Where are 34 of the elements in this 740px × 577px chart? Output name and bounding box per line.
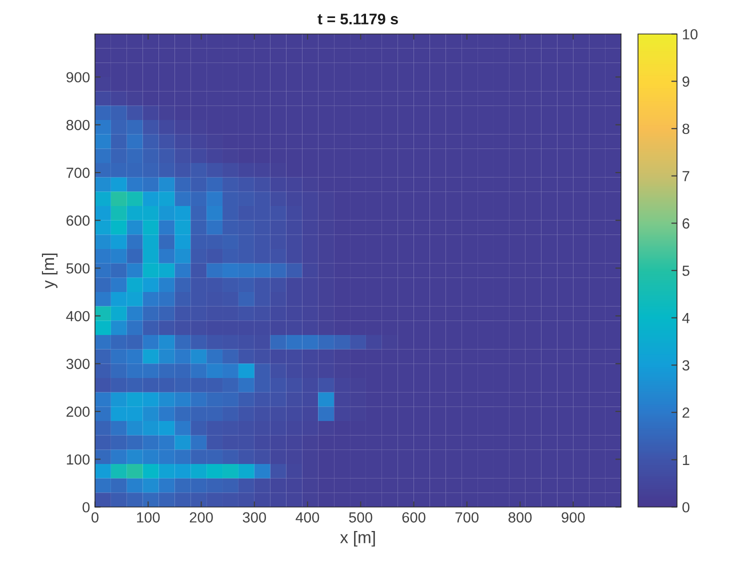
y-axis-title: y [m] [42,254,58,289]
y-tick-label: 800 [66,120,90,130]
x-tick-label: 600 [402,512,426,523]
x-axis-title: x [m] [340,531,375,547]
y-tick-label: 0 [82,502,90,512]
y-tick-label: 500 [66,263,90,274]
color-bar-label: 6 [682,218,690,229]
y-tick-label: 600 [66,215,90,226]
x-tick-label: 900 [562,512,585,523]
color-bar-label: 3 [682,360,690,371]
y-tick-label: 300 [66,358,90,370]
color-bar-label: 5 [682,266,690,276]
chart-title: t = 5.1179 s [318,14,398,24]
color-bar-label: 8 [682,124,690,134]
x-tick-label: 500 [349,512,372,523]
color-bar-label: 0 [682,502,690,512]
color-bar-label: 1 [682,454,690,465]
y-tick-label: 900 [66,72,90,82]
color-bar-label: 10 [682,29,698,40]
x-tick-label: 800 [508,512,532,523]
y-tick-label: 200 [66,406,90,417]
x-tick-label: 400 [296,512,320,523]
color-bar-label: 9 [682,76,690,87]
color-bar-label: 4 [682,313,690,324]
y-tick-label: 100 [66,454,90,465]
x-tick-label: 200 [190,512,213,523]
x-tick-label: 100 [137,512,160,523]
color-bar-label: 7 [682,171,690,182]
x-tick-label: 300 [242,512,266,523]
color-bar-label: 2 [682,408,690,418]
x-tick-label: 0 [92,512,98,523]
x-tick-label: 700 [456,512,479,523]
y-tick-label: 700 [66,168,90,178]
y-tick-label: 400 [66,310,90,322]
